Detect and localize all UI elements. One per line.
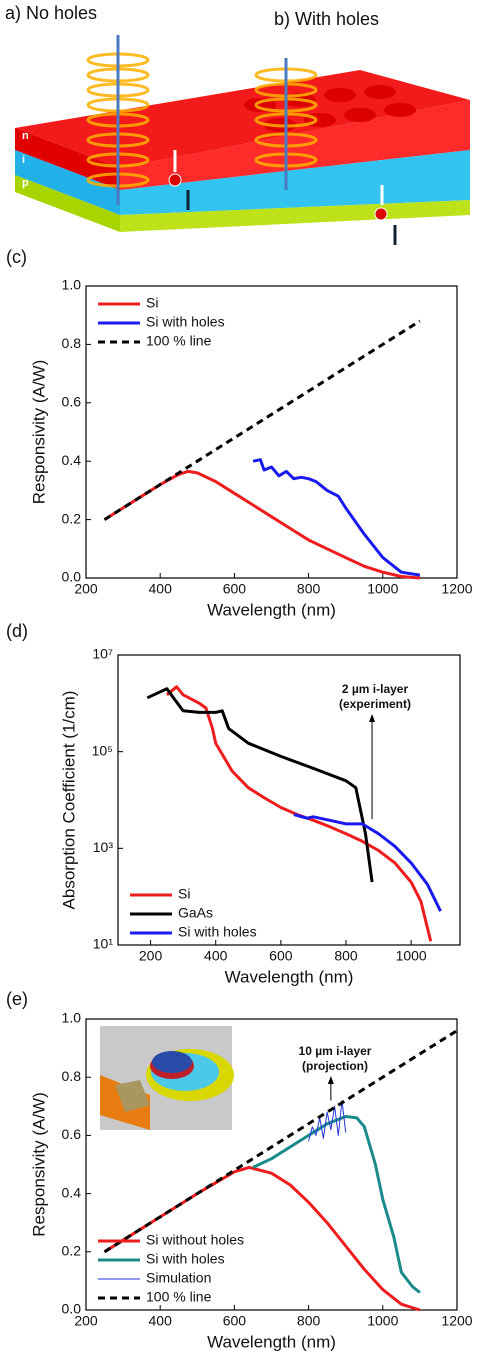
- data-line: [103, 1029, 458, 1254]
- y-tick-label: 10³: [93, 839, 114, 855]
- data-line: [146, 687, 374, 883]
- y-tick-label: 10⁵: [92, 742, 113, 758]
- plot-frame: [85, 285, 458, 579]
- annotation: 2 µm i-layer: [342, 682, 409, 696]
- inset-device: [100, 1026, 234, 1130]
- data-line: [103, 1165, 421, 1312]
- n-layer-front: [15, 128, 120, 190]
- y-tick-label: 0.2: [62, 510, 82, 526]
- y-tick-label: 1.0: [62, 277, 82, 293]
- x-tick-label: 1000: [367, 1313, 398, 1329]
- plot-frame: [117, 654, 461, 946]
- x-tick-label: 400: [204, 948, 228, 964]
- legend-label: Si with holes: [178, 924, 257, 940]
- data-line: [165, 685, 433, 942]
- legend-label: Si: [178, 886, 190, 902]
- x-tick-label: 1200: [441, 1313, 472, 1329]
- x-tick-label: 1000: [367, 581, 398, 597]
- x-axis-title: Wavelength (nm): [207, 1332, 336, 1351]
- panel-a-label: a) No holes: [5, 3, 97, 23]
- legend-label: Si without holes: [146, 1232, 244, 1248]
- x-tick-label: 600: [269, 948, 293, 964]
- x-tick-label: 200: [139, 948, 163, 964]
- y-axis-title: Absorption Coefficient (1/cm): [59, 691, 78, 910]
- electron: [374, 207, 388, 221]
- layer-label: i: [22, 154, 25, 166]
- y-tick-label: 0.8: [62, 1068, 82, 1084]
- device-diagram: a) No holes b) With holes n i p: [5, 3, 470, 245]
- legend-label: Simulation: [146, 1270, 211, 1286]
- annotation: (projection): [302, 1059, 368, 1073]
- panel-b-label: b) With holes: [274, 9, 379, 29]
- x-tick-label: 200: [74, 1313, 98, 1329]
- legend-label: Si with holes: [146, 314, 225, 330]
- panel-label: (c): [6, 247, 27, 267]
- annotation-arrowhead: [369, 714, 376, 722]
- data-line: [103, 469, 421, 580]
- x-axis-title: Wavelength (nm): [225, 967, 354, 986]
- plot-frame: [85, 1018, 458, 1311]
- y-tick-label: 1.0: [62, 1010, 82, 1026]
- p-layer-front: [15, 175, 120, 232]
- layer-label: p: [22, 177, 29, 189]
- x-axis-title: Wavelength (nm): [207, 600, 336, 619]
- x-tick-label: 600: [223, 1313, 247, 1329]
- legend-label: Si with holes: [146, 1251, 225, 1267]
- inset-probe: [115, 1080, 150, 1112]
- y-tick-label: 10⁷: [92, 646, 113, 662]
- y-tick-label: 0.4: [62, 1184, 82, 1200]
- inset-holes: [152, 1051, 192, 1073]
- legend-label: 100 % line: [146, 1289, 212, 1305]
- holes: [244, 85, 416, 132]
- legend-label: Si: [146, 295, 158, 311]
- annotation: 10 µm i-layer: [299, 1044, 372, 1058]
- panel-label: (e): [6, 989, 28, 1009]
- x-tick-label: 200: [74, 581, 98, 597]
- n-layer-top: [15, 70, 470, 168]
- electron: [168, 173, 182, 187]
- legend-label: GaAs: [178, 905, 213, 921]
- layer-label: n: [22, 130, 29, 142]
- data-line: [103, 319, 421, 521]
- y-tick-label: 10¹: [93, 936, 114, 952]
- x-tick-label: 400: [149, 1313, 173, 1329]
- x-tick-label: 800: [297, 581, 321, 597]
- data-line: [293, 813, 442, 912]
- i-layer-front: [15, 150, 120, 215]
- y-axis-title: Responsivity (A/W): [29, 1092, 48, 1237]
- x-tick-label: 800: [334, 948, 358, 964]
- annotation-arrowhead: [327, 1076, 334, 1084]
- y-tick-label: 0.6: [62, 1126, 82, 1142]
- x-tick-label: 800: [297, 1313, 321, 1329]
- x-tick-label: 1200: [441, 581, 472, 597]
- x-tick-label: 600: [223, 581, 247, 597]
- x-tick-label: 1000: [396, 948, 427, 964]
- y-tick-label: 0.0: [62, 569, 82, 585]
- x-tick-label: 400: [149, 581, 173, 597]
- y-tick-label: 0.6: [62, 394, 82, 410]
- annotation: (experiment): [339, 697, 411, 711]
- data-line: [252, 1115, 421, 1294]
- y-tick-label: 0.4: [62, 452, 82, 468]
- data-line: [308, 1100, 347, 1142]
- y-axis-title: Responsivity (A/W): [29, 360, 48, 505]
- data-line: [252, 458, 421, 577]
- legend-label: 100 % line: [146, 333, 212, 349]
- y-tick-label: 0.0: [62, 1301, 82, 1317]
- y-tick-label: 0.8: [62, 335, 82, 351]
- y-tick-label: 0.2: [62, 1243, 82, 1259]
- panel-label: (d): [6, 621, 28, 641]
